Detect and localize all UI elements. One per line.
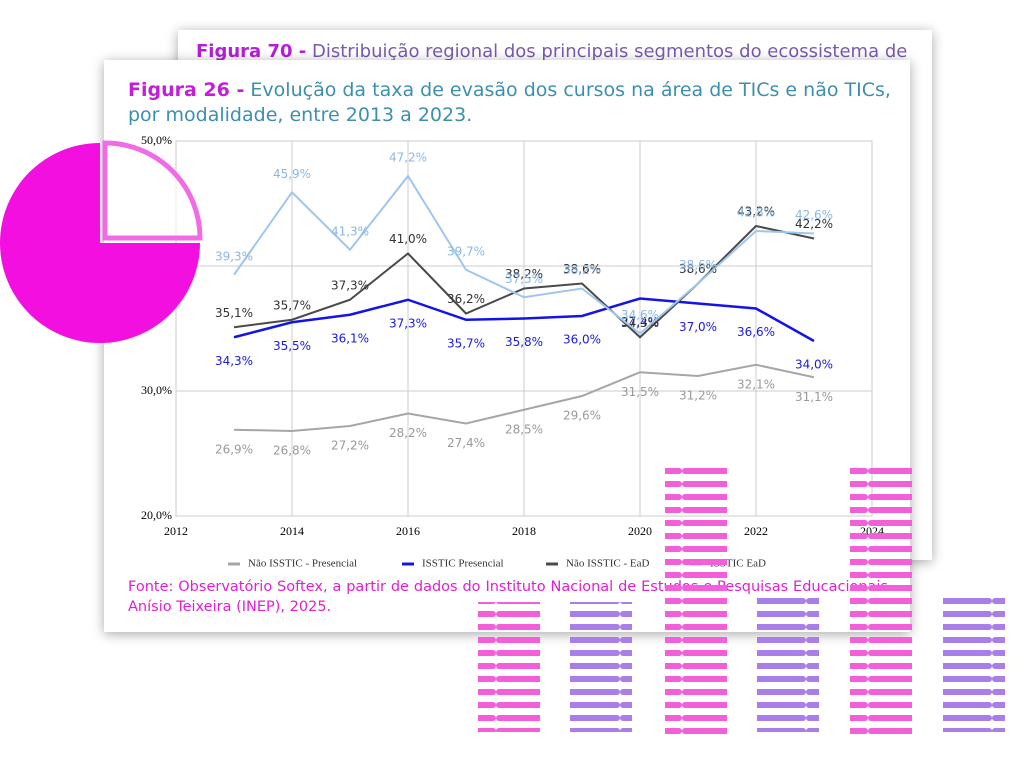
series-line xyxy=(233,363,815,433)
source: Fonte: Observatório Softex, a partir de … xyxy=(128,579,888,615)
data-label: 34,3% xyxy=(215,354,253,368)
legend-label: Não ISSTIC - Presencial xyxy=(248,558,357,570)
series-line xyxy=(233,224,815,339)
data-label: 35,7% xyxy=(447,336,485,350)
y-tick-label: 20,0% xyxy=(141,508,172,522)
data-label: 37,3% xyxy=(331,278,369,292)
data-label: 26,8% xyxy=(273,444,311,458)
back-title: Figura 70 - Distribuição regional dos pr… xyxy=(196,41,907,62)
data-label: 35,8% xyxy=(505,335,543,349)
x-tick-label: 2014 xyxy=(280,524,304,538)
data-label: 41,0% xyxy=(389,232,427,246)
front-card xyxy=(104,60,910,632)
data-label: 38,2% xyxy=(563,263,601,277)
data-label: 36,0% xyxy=(563,333,601,347)
x-tick-label: 2018 xyxy=(512,524,536,538)
data-label: 35,7% xyxy=(273,298,311,312)
data-label: 35,5% xyxy=(273,339,311,353)
data-label: 31,5% xyxy=(621,385,659,399)
data-label: 39,3% xyxy=(215,249,253,263)
legend-label: Não ISSTIC - EaD xyxy=(566,558,649,570)
data-label: 28,5% xyxy=(505,422,543,436)
data-label: 29,6% xyxy=(563,409,601,423)
data-label: 38,6% xyxy=(679,258,717,272)
legend-label: ISSTIC Presencial xyxy=(422,558,504,570)
data-label: 36,1% xyxy=(331,331,369,345)
x-tick-label: 2012 xyxy=(164,524,188,538)
data-label: 34,6% xyxy=(621,308,659,322)
data-label: 27,4% xyxy=(447,436,485,450)
x-tick-label: 2024 xyxy=(860,524,884,538)
figure-label: Figura 26 - xyxy=(128,79,245,101)
data-label: 28,2% xyxy=(389,426,427,440)
data-label: 37,5% xyxy=(505,272,543,286)
data-label: 38,2% xyxy=(505,267,543,281)
data-label: 42,6% xyxy=(795,208,833,222)
data-label: 41,3% xyxy=(331,224,369,238)
data-label: 26,9% xyxy=(215,442,253,456)
series-line xyxy=(233,297,815,343)
data-label: 43,2% xyxy=(737,205,775,219)
x-tick-label: 2016 xyxy=(396,524,420,538)
y-tick-label: 50,0% xyxy=(141,133,172,147)
data-label: 37,3% xyxy=(389,316,427,330)
data-label: 27,2% xyxy=(331,439,369,453)
series-line xyxy=(233,174,815,335)
y-tick-label: 40,0% xyxy=(141,258,172,272)
data-label: 38,6% xyxy=(679,262,717,276)
plot: 20,0% 30,0% 40,0% 50,0% 2012 2014 2016 2018 2020… xyxy=(141,133,884,570)
data-label: 38,6% xyxy=(563,262,601,276)
data-label: 42,8% xyxy=(737,206,775,220)
data-label: 39,7% xyxy=(447,244,485,258)
data-label: 45,9% xyxy=(273,167,311,181)
data-label: 35,1% xyxy=(215,306,253,320)
x-tick-label: 2022 xyxy=(744,524,768,538)
y-tick-label: 30,0% xyxy=(141,383,172,397)
chart-title: Evolução da taxa de evasão dos cursos na… xyxy=(128,79,891,126)
data-label: 37,0% xyxy=(679,320,717,334)
chart-title-block: Figura 26 - Evolução da taxa de evasão d… xyxy=(128,78,908,128)
data-label: 34,0% xyxy=(795,358,833,372)
data-label: 32,1% xyxy=(737,377,775,391)
data-label: 31,1% xyxy=(795,390,833,404)
x-tick-label: 2020 xyxy=(628,524,652,538)
legend-label: ISSTIC EaD xyxy=(710,558,766,570)
data-label: 36,6% xyxy=(737,325,775,339)
data-label: 42,2% xyxy=(795,217,833,231)
data-label: 31,2% xyxy=(679,389,717,403)
data-label: 47,2% xyxy=(389,151,427,165)
data-label: 36,2% xyxy=(447,292,485,306)
